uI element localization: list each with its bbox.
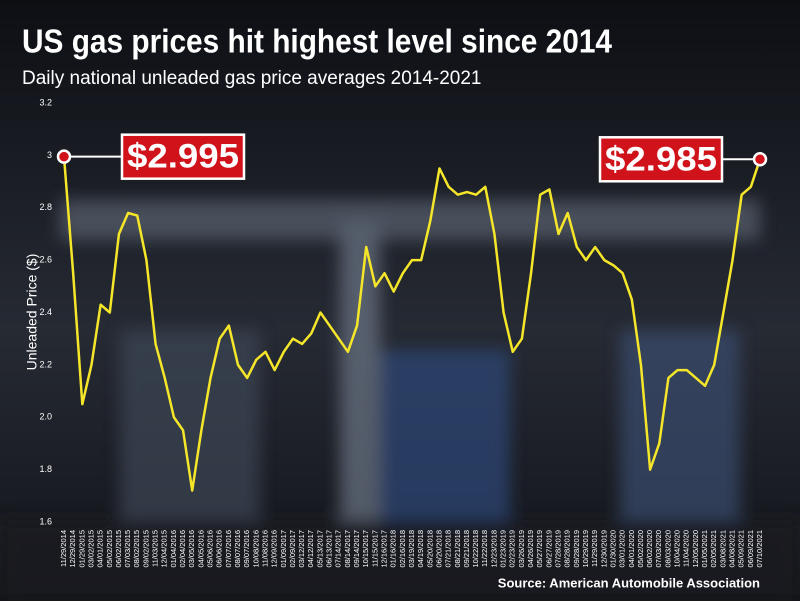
x-tick-label: 10/04/2020 [673, 530, 682, 568]
y-tick-label: 2.2 [39, 359, 52, 369]
x-tick-label: 11/29/2019 [590, 530, 599, 567]
annotation-label: $2.995 [127, 138, 239, 176]
x-tick-label: 09/07/2016 [242, 530, 251, 568]
chart-title: US gas prices hit highest level since 20… [22, 23, 613, 60]
annotation-box [598, 136, 724, 183]
x-tick-label: 02/09/2017 [288, 530, 297, 568]
x-tick-label: 10/22/2018 [471, 530, 480, 568]
y-tick-label: 1.8 [39, 464, 52, 474]
end-marker [56, 149, 72, 164]
x-tick-label: 11/08/2016 [260, 530, 269, 567]
x-tick-label: 05/06/2016 [206, 530, 215, 568]
y-tick-label: 2.6 [39, 255, 52, 265]
x-tick-label: 05/02/2015 [105, 530, 114, 568]
x-tick-label: 04/01/2015 [96, 530, 105, 568]
x-tick-label: 12/16/2017 [380, 530, 389, 568]
source: Source: American Automobile Association [498, 575, 760, 590]
x-tick-label: 04/01/2020 [627, 530, 636, 568]
x-tick-label: 03/08/2021 [718, 530, 727, 568]
x-tick-label: 06/02/2020 [645, 530, 654, 568]
x-tick-label: 06/06/2016 [215, 530, 224, 568]
x-tick-label: 11/29/2014 [59, 530, 68, 567]
x-tick-label: 05/09/2021 [737, 530, 746, 568]
x-tick-label: 07/21/2018 [444, 530, 453, 568]
annotation-label: $2.985 [605, 140, 717, 178]
x-tick-label: 01/23/2019 [499, 530, 508, 568]
x-tick-label: 02/16/2018 [398, 530, 407, 568]
x-tick-label: 08/21/2018 [453, 530, 462, 568]
x-tick-label: 12/05/2020 [691, 530, 700, 568]
y-tick-label: 2.0 [39, 412, 52, 422]
x-tick-label: 08/28/2019 [563, 530, 572, 568]
x-tick-label: 11/03/2015 [151, 530, 160, 567]
x-tick-label: 10/15/2017 [361, 530, 370, 568]
x-tick-label: 10/08/2016 [251, 530, 260, 568]
x-tick-label: 12/23/2018 [489, 530, 498, 568]
x-tick-label: 12/09/2016 [270, 530, 279, 568]
x-tick-label: 05/20/2018 [425, 530, 434, 568]
x-tick-label: 07/03/2020 [654, 530, 663, 568]
chart-subtitle: Daily national unleaded gas price averag… [22, 68, 482, 89]
x-tick-label: 03/12/2017 [297, 530, 306, 568]
annotation-box [120, 133, 246, 180]
x-tick-label: 07/14/2017 [334, 530, 343, 568]
x-tick-label: 07/07/2016 [224, 530, 233, 568]
x-tick-label: 03/19/2018 [407, 530, 416, 568]
x-tick-label: 01/04/2016 [169, 530, 178, 568]
x-tick-label: 02/04/2016 [178, 530, 187, 568]
x-tick-label: 06/13/2017 [325, 530, 334, 568]
line [62, 156, 762, 492]
x-tick-label: 01/16/2018 [389, 530, 398, 568]
x-tick-label: 04/19/2018 [416, 530, 425, 568]
x-tick-label: 02/23/2019 [508, 530, 517, 568]
y-axis-label: Unleaded Price ($) [24, 254, 40, 371]
x-tick-label: 08/03/2020 [663, 530, 672, 568]
x-tick-label: 06/09/2021 [746, 530, 755, 568]
x-tick-label: 05/02/2020 [636, 530, 645, 568]
x-tick-label: 02/05/2021 [709, 530, 718, 568]
y-tick-label: 1.6 [39, 516, 52, 526]
x-tick-label: 08/02/2015 [132, 530, 141, 568]
y-tick-label: 2.8 [39, 202, 52, 212]
y-tick-label: 3 [47, 150, 52, 160]
x-tick-label: 12/29/2014 [68, 530, 77, 568]
x-tick-label: 03/26/2019 [517, 530, 526, 568]
x-tick-label: 09/28/2019 [572, 530, 581, 568]
x-tick-label: 04/12/2017 [306, 530, 315, 568]
x-tick-label: 01/09/2017 [279, 530, 288, 568]
x-tick-label: 06/02/2015 [114, 530, 123, 568]
x-tick-label: 09/02/2015 [141, 530, 150, 568]
x-tick-label: 07/10/2021 [755, 530, 764, 568]
x-tick-label: 09/21/2018 [462, 530, 471, 568]
x-tick-label: 03/02/2015 [86, 530, 95, 568]
x-tick-label: 08/07/2016 [233, 530, 242, 568]
x-tick-label: 06/20/2018 [434, 530, 443, 568]
x-tick-label: 11/22/2018 [480, 530, 489, 567]
x-tick-label: 05/27/2019 [535, 530, 544, 568]
x-tick-label: 04/05/2016 [196, 530, 205, 568]
x-tick-label: 12/30/2019 [599, 530, 608, 568]
x-tick-label: 04/26/2019 [526, 530, 535, 568]
x-tick-label: 11/04/2020 [682, 530, 691, 567]
x-tick-label: 11/15/2017 [370, 530, 379, 567]
x-tick-label: 03/01/2020 [618, 530, 627, 568]
x-tick-label: 12/04/2015 [160, 530, 169, 568]
x-tick-label: 06/27/2019 [544, 530, 553, 568]
x-tick-label: 07/28/2019 [554, 530, 563, 568]
x-tick-label: 04/08/2021 [728, 530, 737, 568]
end-marker [752, 152, 768, 167]
x-tick-label: 08/14/2017 [343, 530, 352, 568]
x-tick-label: 09/14/2017 [352, 530, 361, 568]
x-tick-label: 01/05/2021 [700, 530, 709, 568]
y-tick-label: 2.4 [39, 307, 52, 317]
x-tick-label: 03/05/2016 [187, 530, 196, 568]
x-tick-label: 10/29/2019 [581, 530, 590, 568]
x-tick-label: 07/03/2015 [123, 530, 132, 568]
y-tick-label: 3.2 [39, 97, 52, 107]
x-tick-label: 01/29/2015 [77, 530, 86, 568]
x-tick-label: 05/13/2017 [315, 530, 324, 568]
x-tick-label: 01/30/2020 [608, 530, 617, 568]
